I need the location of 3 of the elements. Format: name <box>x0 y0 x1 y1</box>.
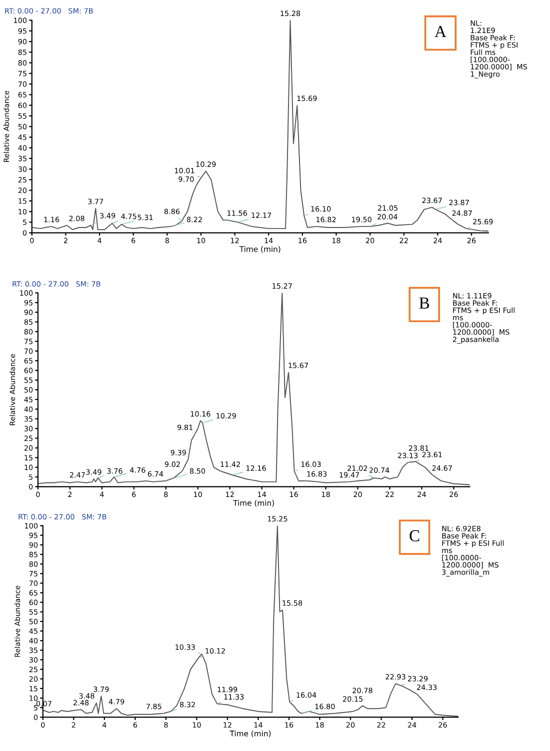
chart-title: C <box>410 530 420 542</box>
chart-title: B <box>419 298 430 309</box>
chart-title: A <box>434 26 446 38</box>
